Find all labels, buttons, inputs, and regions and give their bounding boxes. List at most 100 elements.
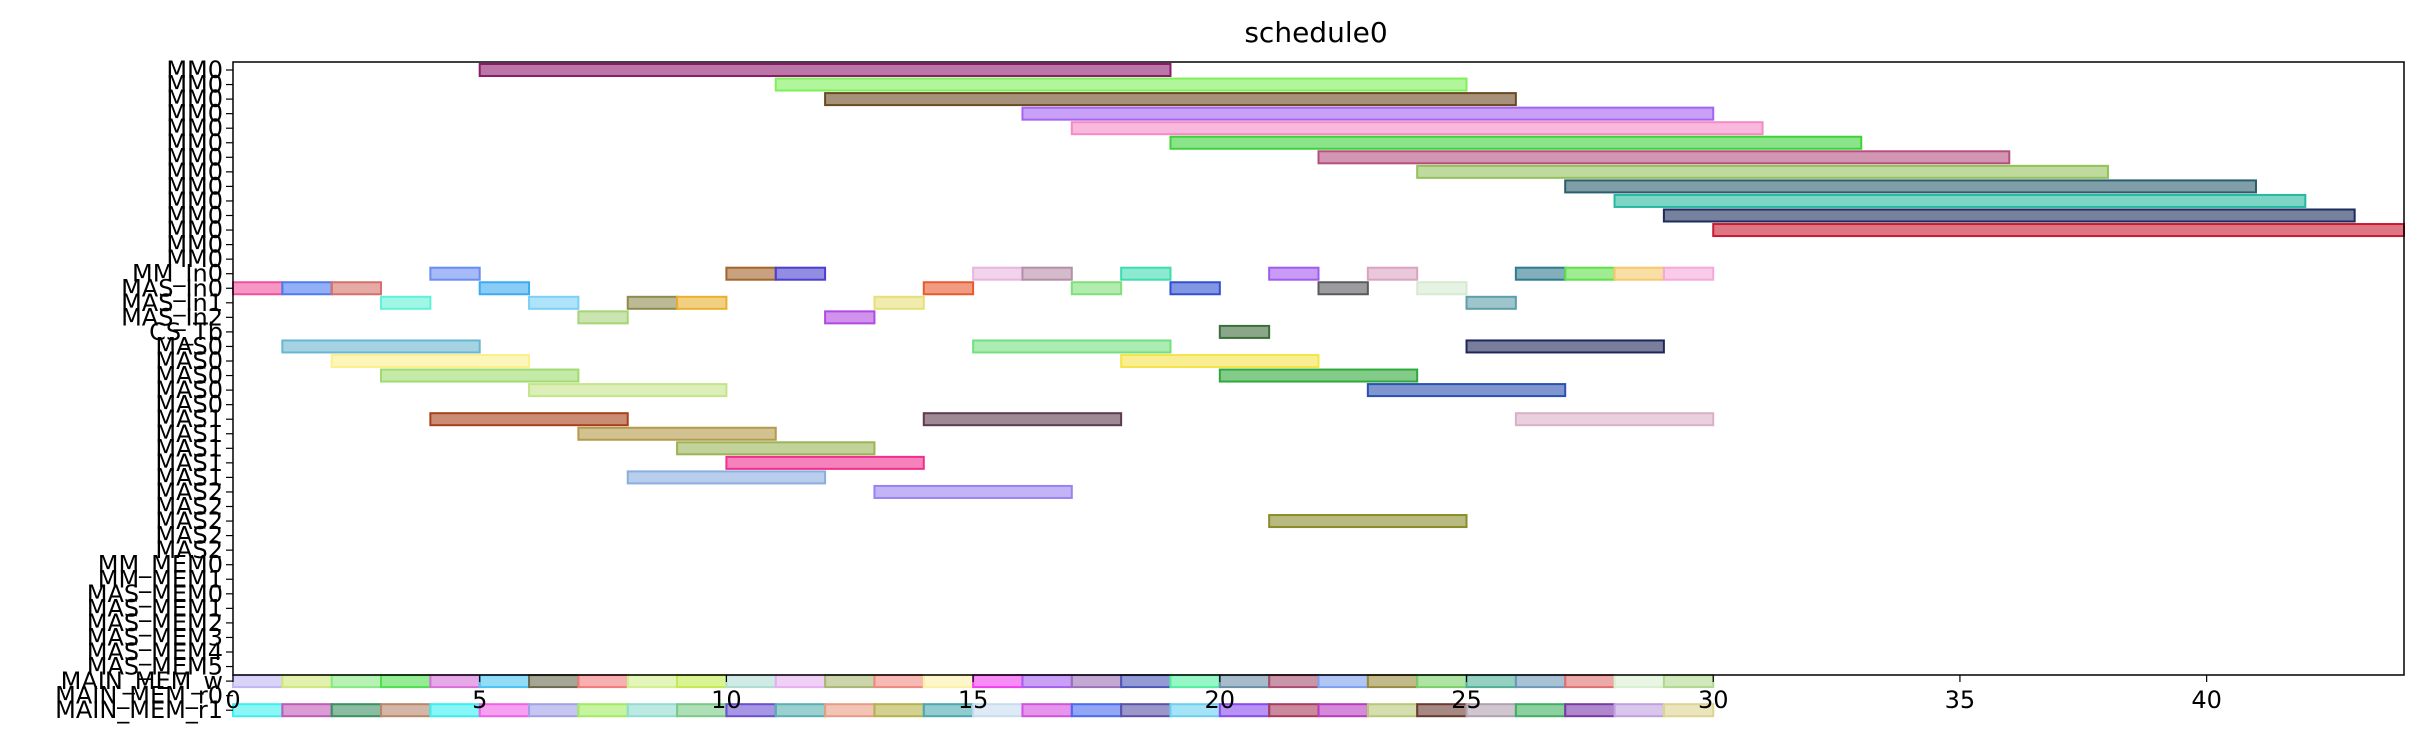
task-bar	[774, 266, 827, 281]
memory-slot	[626, 674, 679, 689]
memory-slot	[1613, 703, 1665, 718]
y-tick-label: MAS_MEM3	[87, 623, 223, 651]
task-bar	[1169, 135, 1863, 150]
y-tick-label: MM0	[166, 187, 223, 215]
x-tick-label: 35	[1945, 686, 1976, 714]
memory-slot	[1366, 674, 1419, 689]
task-bar	[380, 368, 580, 383]
task-bar	[1070, 281, 1123, 296]
y-axis: MM0MM0MM0MM0MM0MM0MM0MM0MM0MM0MM0MM0MM0M…	[55, 56, 233, 724]
memory-slot	[281, 674, 333, 689]
y-tick-label: MM0	[166, 143, 223, 171]
task-bar	[330, 281, 383, 296]
memory-slot	[1021, 674, 1073, 689]
x-tick-label: 25	[1451, 686, 1482, 714]
memory-slot	[1070, 703, 1123, 718]
y-tick-label: MM_In0	[132, 260, 223, 288]
task-bar	[1169, 281, 1221, 296]
memory-slot	[626, 703, 679, 718]
memory-slot	[1268, 703, 1320, 718]
memory-slot	[380, 703, 432, 718]
task-bar	[873, 484, 1073, 499]
x-tick-label: 15	[958, 686, 989, 714]
y-tick-label: MAS1	[155, 463, 223, 491]
task-bar	[972, 339, 1172, 354]
x-tick-label: 20	[1205, 686, 1236, 714]
y-tick-label: MAS_In1	[121, 289, 223, 317]
task-bar	[1120, 354, 1320, 368]
task-bar	[1613, 193, 2307, 208]
task-bar	[1465, 339, 1665, 354]
task-bar	[577, 310, 629, 325]
x-axis: 0 5 10 15 20 25 30 35 40	[225, 675, 2222, 714]
y-tick-label: MAS_MEM5	[87, 653, 223, 681]
task-bar	[725, 266, 777, 281]
x-tick-label: 10	[711, 686, 742, 714]
y-tick-label: MAS1	[155, 420, 223, 448]
task-bar	[281, 339, 481, 354]
bars-layer	[232, 63, 2405, 718]
y-tick-label: MM_MEM0	[98, 551, 223, 579]
x-tick-label: 30	[1698, 686, 1729, 714]
memory-slot	[1070, 674, 1123, 689]
task-bar	[1268, 514, 1468, 529]
memory-slot	[1564, 703, 1616, 718]
y-tick-label: MAIN_MEM_r0	[55, 682, 223, 710]
chart-title: schedule0	[1244, 16, 1387, 49]
y-tick-label: MAIN_MEM_r1	[55, 696, 223, 724]
y-tick-label: MM0	[166, 100, 223, 128]
task-bar	[824, 310, 876, 325]
task-bar	[676, 441, 876, 456]
y-tick-label: MAS_In2	[121, 303, 223, 331]
memory-slot	[1613, 674, 1665, 689]
y-tick-label: MAS_MEM2	[87, 609, 223, 637]
task-bar	[528, 295, 580, 310]
memory-slot	[873, 703, 925, 718]
task-bar	[1366, 266, 1419, 281]
memory-slot	[330, 703, 383, 718]
memory-slot	[1514, 674, 1567, 689]
memory-slot	[577, 674, 629, 689]
memory-slot	[1120, 674, 1172, 689]
task-bar	[1218, 324, 1271, 339]
task-bar	[1416, 164, 2109, 179]
task-bar	[1317, 150, 2011, 165]
task-bar	[1268, 266, 1320, 281]
task-bar	[1416, 281, 1468, 296]
y-tick-label: MAS_MEM4	[87, 638, 223, 666]
task-bar	[429, 412, 629, 427]
task-bar	[972, 266, 1024, 281]
task-bar	[922, 281, 975, 296]
task-bar	[1021, 106, 1715, 121]
y-tick-label: MM0	[166, 71, 223, 99]
memory-slot	[1366, 703, 1419, 718]
y-tick-label: MM0	[166, 129, 223, 157]
memory-slot	[330, 674, 383, 689]
y-tick-label: MAIN_MEM_w	[61, 667, 223, 695]
x-tick-label: 0	[225, 686, 240, 714]
task-bar	[528, 383, 728, 398]
y-tick-label: MM0	[166, 172, 223, 200]
task-bar	[1317, 281, 1369, 296]
y-tick-label: MAS0	[155, 347, 223, 375]
memory-slot	[1662, 703, 1715, 718]
plot-frame	[232, 61, 2405, 676]
memory-slot	[1317, 674, 1369, 689]
task-bar	[1564, 179, 2257, 194]
task-bar	[1366, 383, 1567, 398]
task-bar	[330, 354, 531, 368]
memory-slot	[380, 674, 432, 689]
memory-slot	[1514, 703, 1567, 718]
y-tick-label: MM0	[166, 231, 223, 259]
task-bar	[1021, 266, 1073, 281]
memory-slot	[528, 674, 580, 689]
task-bar	[873, 295, 925, 310]
y-tick-label: MM0	[166, 56, 223, 84]
y-tick-label: MAS1	[155, 449, 223, 477]
y-tick-label: MM0	[166, 114, 223, 142]
task-bar	[478, 63, 1172, 77]
memory-slot	[1120, 703, 1172, 718]
y-tick-label: MAS0	[155, 332, 223, 360]
y-tick-label: MM0	[166, 216, 223, 244]
